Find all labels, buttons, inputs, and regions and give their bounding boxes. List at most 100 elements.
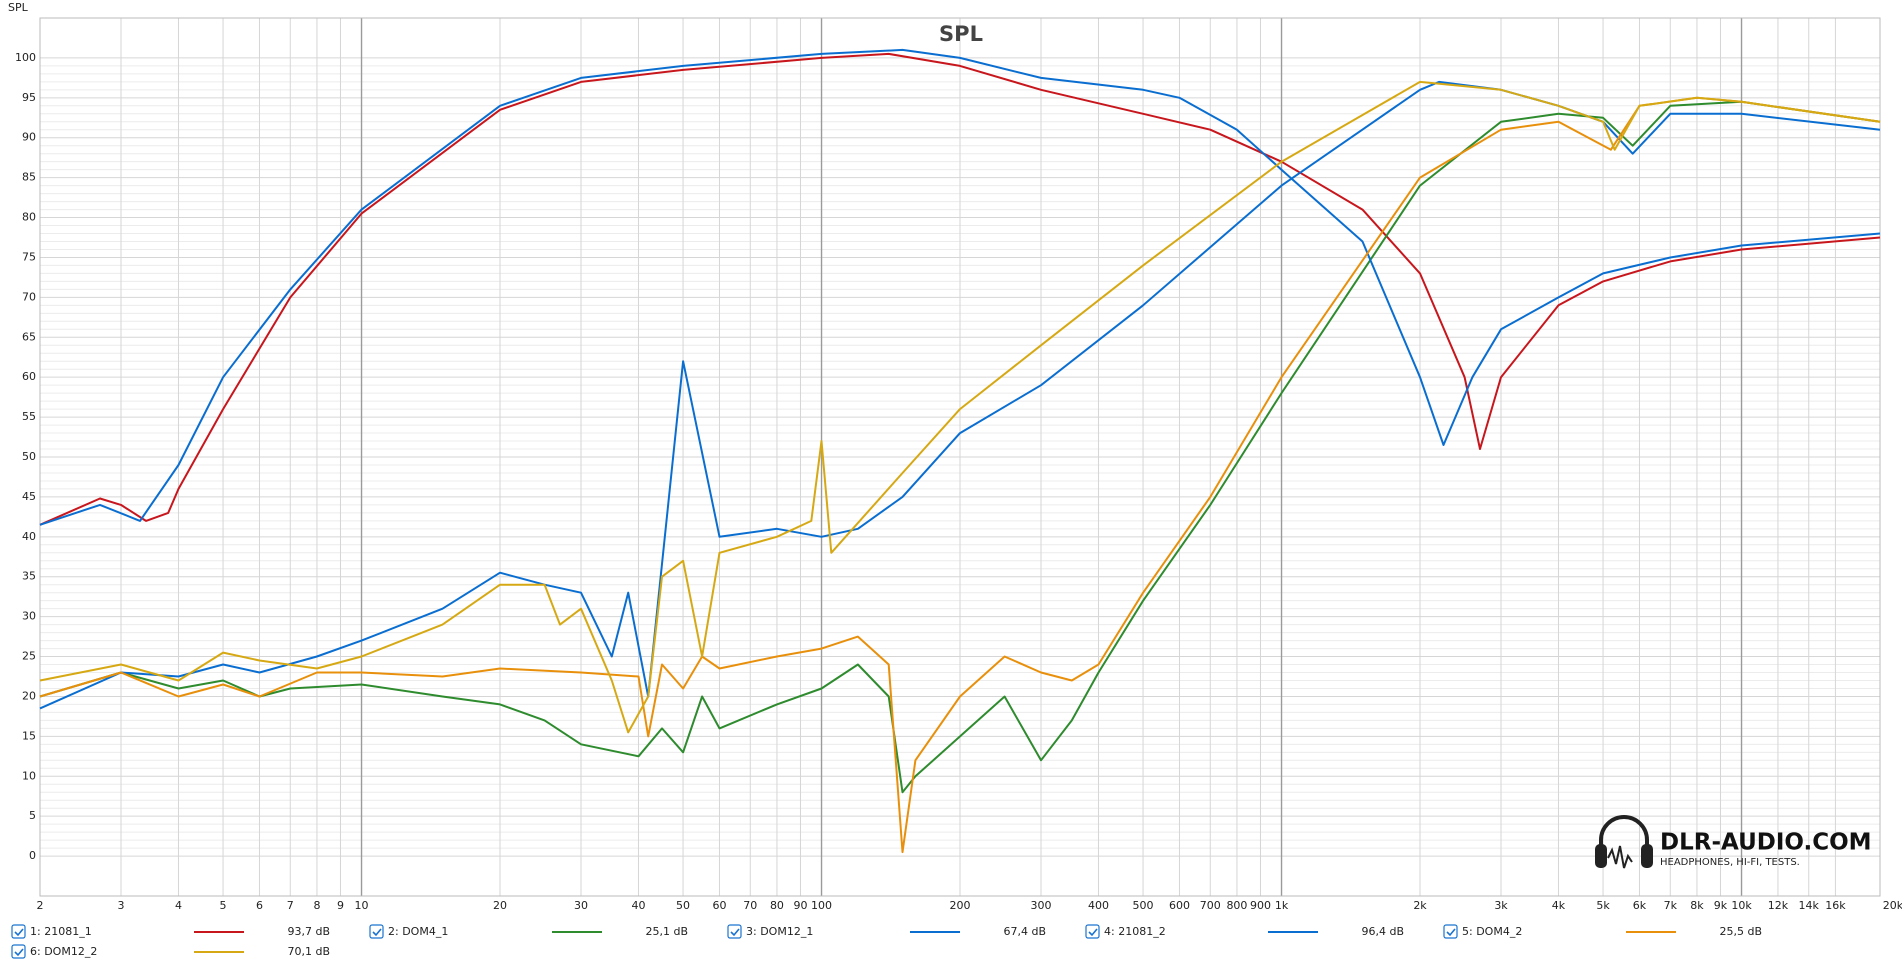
legend-label: 2: DOM4_1 [388, 925, 448, 938]
x-tick-label: 4k [1552, 899, 1566, 912]
logo-icon [1595, 815, 1653, 869]
x-tick-label: 8k [1690, 899, 1704, 912]
legend: 1: 21081_1 93,7 dB 2: DOM4_1 25,1 dB 3: DOM1… [11, 924, 1762, 959]
x-tick-label: 400 [1088, 899, 1109, 912]
x-tick-label: 8 [313, 899, 320, 912]
x-tick-label: 12k [1768, 899, 1789, 912]
legend-check [14, 928, 24, 937]
x-tick-label: 90 [793, 899, 807, 912]
x-tick-label: 200 [950, 899, 971, 912]
legend-checkbox[interactable] [11, 924, 26, 939]
legend-checkbox[interactable] [727, 924, 742, 939]
x-tick-label: 3 [118, 899, 125, 912]
series-line [39, 100, 1881, 794]
grid: 0510152025303540455055606570758085909510… [15, 17, 1902, 912]
y-tick-label: 10 [22, 769, 36, 782]
series-line [39, 80, 1881, 734]
x-tick-label: 800 [1226, 899, 1247, 912]
legend-label: 1: 21081_1 [30, 925, 92, 938]
y-tick-label: 40 [22, 530, 36, 543]
legend-readout: 96,4 dB [1361, 925, 1404, 938]
x-tick-label: 7 [287, 899, 294, 912]
x-tick-label: 9k [1714, 899, 1728, 912]
x-tick-label: 2k [1413, 899, 1427, 912]
legend-entry: 1: 21081_1 93,7 dB [11, 924, 330, 939]
x-tick-label: 10 [355, 899, 369, 912]
y-tick-label: 45 [22, 490, 36, 503]
legend-entry: 5: DOM4_2 25,5 dB [1443, 924, 1762, 939]
legend-label: 5: DOM4_2 [1462, 925, 1522, 938]
x-tick-label: 30 [574, 899, 588, 912]
x-tick-label: 300 [1031, 899, 1052, 912]
y-tick-label: 70 [22, 290, 36, 303]
x-tick-label: 7k [1664, 899, 1678, 912]
series-line [39, 52, 1881, 526]
y-tick-label: 100 [15, 51, 36, 64]
legend-label: 4: 21081_2 [1104, 925, 1166, 938]
y-tick-label: 95 [22, 91, 36, 104]
legend-check [730, 928, 740, 937]
x-tick-label: 700 [1200, 899, 1221, 912]
legend-checkbox[interactable] [1443, 924, 1458, 939]
x-tick-label: 3k [1494, 899, 1508, 912]
series-line [39, 48, 1881, 526]
y-tick-label: 90 [22, 131, 36, 144]
x-tick-label: 40 [631, 899, 645, 912]
y-tick-label: 35 [22, 570, 36, 583]
y-tick-label: 85 [22, 171, 36, 184]
legend-readout: 93,7 dB [287, 925, 330, 938]
logo-title: DLR-AUDIO.COM [1660, 830, 1872, 856]
logo-subtitle: HEADPHONES, HI-FI, TESTS. [1660, 857, 1800, 868]
y-tick-label: 80 [22, 211, 36, 224]
logo: DLR-AUDIO.COM HEADPHONES, HI-FI, TESTS. [1595, 815, 1872, 869]
y-tick-label: 50 [22, 450, 36, 463]
y-tick-label: 30 [22, 610, 36, 623]
x-tick-label: 6 [256, 899, 263, 912]
legend-checkbox[interactable] [1085, 924, 1100, 939]
legend-readout: 70,1 dB [287, 945, 330, 958]
legend-entry: 3: DOM12_1 67,4 dB [727, 924, 1046, 939]
legend-label: 3: DOM12_1 [746, 925, 813, 938]
y-tick-label: 5 [29, 809, 36, 822]
x-tick-label: 10k [1731, 899, 1752, 912]
legend-readout: 67,4 dB [1003, 925, 1046, 938]
x-tick-label: 16k [1825, 899, 1846, 912]
x-tick-label: 2 [37, 899, 44, 912]
x-tick-label: 60 [712, 899, 726, 912]
legend-check [372, 928, 382, 937]
x-tick-label: 80 [770, 899, 784, 912]
legend-checkbox[interactable] [369, 924, 384, 939]
x-tick-label: 70 [743, 899, 757, 912]
legend-entry: 6: DOM12_2 70,1 dB [11, 944, 330, 959]
x-tick-label: 500 [1133, 899, 1154, 912]
legend-check [1088, 928, 1098, 937]
legend-entry: 2: DOM4_1 25,1 dB [369, 924, 688, 939]
x-tick-label: 900 [1250, 899, 1271, 912]
x-tick-label: 100 [811, 899, 832, 912]
y-tick-label: 0 [29, 849, 36, 862]
series-line [39, 96, 1881, 854]
legend-entry: 4: 21081_2 96,4 dB [1085, 924, 1404, 939]
x-tick-label: 20 [493, 899, 507, 912]
plot-frame [39, 17, 1881, 897]
y-tick-label: 60 [22, 370, 36, 383]
legend-checkbox[interactable] [11, 944, 26, 959]
x-tick-label: 1k [1275, 899, 1289, 912]
legend-readout: 25,5 dB [1719, 925, 1762, 938]
y-tick-label: 55 [22, 410, 36, 423]
x-tick-label: 5 [220, 899, 227, 912]
x-tick-label: 20kHz [1883, 899, 1902, 912]
chart-title: SPL [939, 22, 983, 46]
x-tick-label: 14k [1799, 899, 1820, 912]
y-tick-label: 25 [22, 650, 36, 663]
x-tick-label: 50 [676, 899, 690, 912]
x-tick-label: 600 [1169, 899, 1190, 912]
y-tick-label: 75 [22, 250, 36, 263]
legend-check [1446, 928, 1456, 937]
x-tick-label: 9 [337, 899, 344, 912]
legend-check [14, 948, 24, 957]
y-axis-label: SPL [8, 1, 29, 14]
legend-label: 6: DOM12_2 [30, 945, 97, 958]
y-tick-label: 20 [22, 689, 36, 702]
